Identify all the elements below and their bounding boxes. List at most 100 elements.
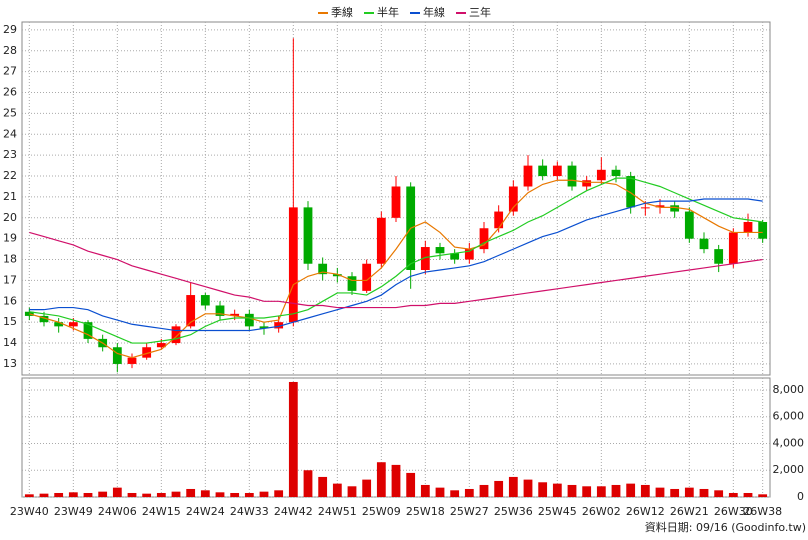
candle-body [640,207,650,209]
volume-bar [596,486,606,497]
x-tick-label: 26W38 [743,505,782,518]
candle-body [362,263,372,291]
volume-bar [420,484,430,497]
volume-bar [640,484,650,497]
x-tick-label: 24W06 [98,505,137,518]
volume-bar [303,470,313,497]
ma-line [29,179,763,359]
volume-bar [215,492,225,497]
candle-body [596,169,606,181]
volume-bar [611,484,621,497]
candle-body [714,249,724,264]
candle-body [83,322,93,339]
x-tick-label: 25W45 [538,505,577,518]
y-tick-label: 24 [3,127,17,140]
volume-bar [54,492,64,497]
volume-bar [494,480,504,497]
candle-body [699,238,709,250]
candle-body [215,305,225,316]
y-tick-label: 18 [3,253,17,266]
volume-bar [743,492,753,497]
volume-bar [626,483,636,497]
volume-bar [200,490,210,497]
candle-body [655,205,665,208]
candle-body [156,343,166,348]
volume-bar [406,472,416,497]
volume-bar [552,483,562,497]
x-tick-label: 26W02 [582,505,621,518]
volume-bar [347,486,357,497]
candle-body [303,207,313,264]
y-tick-label: 14 [3,336,17,349]
volume-bar [435,487,445,497]
candle-body [538,165,548,177]
volume-bar [332,483,342,497]
volume-bar [230,492,240,497]
volume-bar [670,488,680,497]
candle-body [626,176,636,208]
volume-bar [288,381,298,497]
candle-body [582,180,592,187]
candle-body [274,322,284,329]
candle-body [259,326,269,329]
volume-bar [24,494,34,497]
candle-body [567,165,577,187]
x-tick-label: 23W49 [54,505,93,518]
y-tick-label: 25 [3,106,17,119]
candle-body [288,207,298,323]
candle-body [39,315,49,323]
volume-bar [684,487,694,497]
legend-label: 季線 [331,5,353,19]
volume-bar [98,491,108,497]
y-tick-label: 16 [3,294,17,307]
y-tick-label: 19 [3,232,17,245]
y-tick-label: 2,000 [773,463,805,476]
candle-body [230,313,240,316]
y-tick-label: 26 [3,86,17,99]
volume-bar [142,493,152,497]
candle-body [54,322,64,327]
x-tick-label: 24W51 [318,505,357,518]
x-tick-label: 25W36 [494,505,533,518]
volume-bar [362,479,372,497]
candle-body [186,295,196,327]
volume-bar [127,492,137,497]
y-tick-label: 29 [3,23,17,36]
x-tick-label: 24W42 [274,505,313,518]
legend-label: 三年 [469,5,491,19]
volume-bar [318,476,328,497]
candle-body [494,211,504,229]
candle-body [376,217,386,264]
candle-body [200,295,210,306]
ma-line [29,177,763,344]
candle-body [112,347,122,364]
source-note: 資料日期: 09/16 (Goodinfo.tw) [645,520,806,534]
candle-body [244,313,254,327]
price-frame [21,21,771,376]
candle-body [127,357,137,364]
x-tick-label: 26W30 [714,505,753,518]
x-tick-label: 26W21 [670,505,709,518]
x-tick-label: 23W40 [10,505,49,518]
volume-bar [171,491,181,497]
candle-body [508,186,518,212]
volume-bar [538,482,548,497]
volume-bar [83,492,93,497]
y-tick-label: 17 [3,273,17,286]
candle-body [552,165,562,177]
ma-line [29,231,763,309]
candle-body [68,322,78,327]
y-tick-label: 27 [3,65,17,78]
y-tick-label: 4,000 [773,436,805,449]
y-tick-label: 20 [3,211,17,224]
y-tick-label: 21 [3,190,17,203]
candle-body [611,169,621,177]
candle-body [684,211,694,239]
candle-body [464,249,474,260]
candle-body [670,205,680,212]
candle-body [332,274,342,277]
candle-body [743,221,753,233]
x-tick-label: 25W18 [406,505,445,518]
candle-body [347,276,357,291]
